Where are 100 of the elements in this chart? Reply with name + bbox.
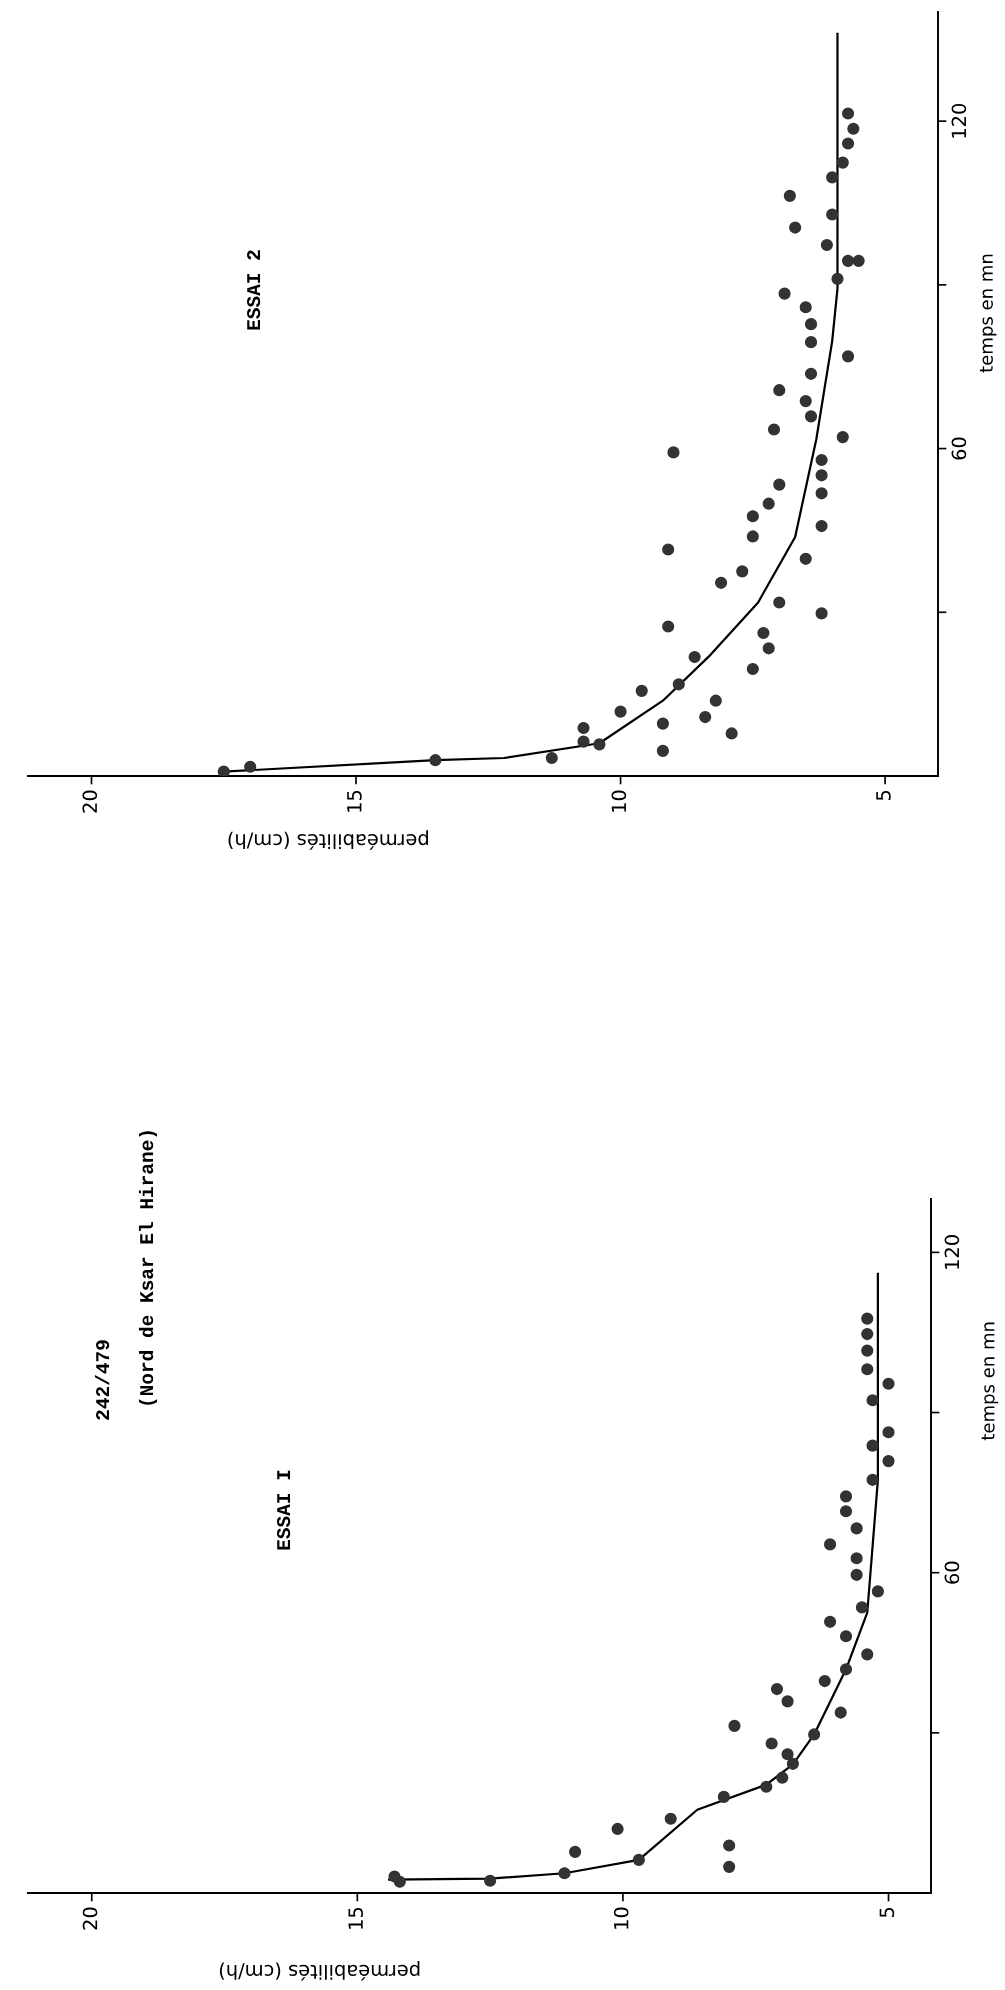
point (746, 662, 759, 676)
text: ESSAI 2 (247, 250, 261, 330)
point (635, 684, 648, 697)
point (834, 1706, 847, 1719)
text: 242/479 (94, 1340, 110, 1420)
point (593, 738, 606, 751)
y-tick-label: 120 (944, 1235, 960, 1269)
annotation: ESSAI I (277, 1470, 291, 1550)
point (839, 1663, 853, 1676)
point (767, 423, 781, 436)
point (808, 1728, 821, 1741)
point (760, 1780, 773, 1793)
point (725, 727, 738, 740)
point (815, 519, 828, 533)
point (656, 717, 669, 730)
x-tick-label: 10 (613, 1907, 629, 1929)
point (882, 1377, 895, 1390)
point (804, 318, 818, 331)
point (217, 765, 230, 776)
point (667, 446, 680, 459)
point (815, 607, 828, 620)
point (577, 721, 590, 735)
point (839, 1630, 853, 1643)
point (882, 1455, 895, 1468)
point (804, 367, 818, 380)
point (723, 1860, 736, 1873)
point (815, 453, 828, 467)
point (866, 1394, 879, 1407)
point (841, 107, 855, 120)
point (762, 642, 775, 655)
point (789, 221, 802, 234)
point (824, 1538, 837, 1551)
point (773, 384, 786, 397)
point (815, 469, 828, 482)
x-axis-title: perméabilités (cm/h) (228, 830, 428, 850)
y-axis-title: temps en mn (981, 1322, 999, 1441)
point (855, 1601, 869, 1614)
point (824, 1615, 837, 1628)
y-tick-label: 60 (944, 1561, 960, 1584)
x-axis-title: perméabilités (cm/h) (219, 1961, 420, 1981)
point (852, 254, 865, 267)
point (778, 287, 791, 300)
point (866, 1439, 879, 1452)
point (699, 710, 712, 724)
point (841, 137, 855, 150)
point (614, 705, 627, 718)
point (611, 1822, 624, 1836)
point (826, 171, 839, 184)
point (783, 189, 796, 202)
point (736, 565, 749, 578)
point (664, 1812, 677, 1825)
point (728, 1719, 741, 1732)
point (786, 1757, 799, 1770)
x-tick-label: 20 (82, 790, 98, 813)
point (818, 1674, 831, 1688)
point (799, 301, 812, 314)
point (746, 510, 759, 523)
point (773, 596, 786, 609)
point (836, 156, 849, 169)
point (558, 1867, 571, 1880)
point (388, 1870, 401, 1883)
point (839, 1490, 853, 1503)
point (861, 1327, 874, 1341)
point (632, 1853, 645, 1866)
point (757, 626, 770, 640)
point (804, 410, 818, 423)
x-tick-label: 15 (347, 790, 362, 812)
point (662, 543, 675, 556)
point (781, 1695, 794, 1708)
point (850, 1552, 863, 1565)
point (820, 238, 833, 252)
point (861, 1363, 874, 1376)
point (861, 1344, 874, 1357)
point (762, 497, 775, 510)
text: (Nord de Ksar El Hirane) (138, 1131, 158, 1405)
point (723, 1839, 736, 1852)
point (836, 431, 849, 444)
x-tick-label: 15 (348, 1907, 363, 1929)
x-tick-label: 10 (611, 790, 627, 812)
y-tick-label: 120 (951, 103, 967, 138)
point (656, 744, 669, 757)
point (672, 678, 685, 691)
point (569, 1845, 582, 1858)
point (746, 530, 759, 543)
point (815, 487, 828, 500)
point (861, 1312, 874, 1325)
point (841, 350, 855, 363)
point (577, 735, 590, 748)
point (717, 1790, 730, 1803)
point (773, 478, 786, 491)
point (429, 754, 442, 767)
point (715, 576, 728, 589)
point (882, 1426, 895, 1439)
x-tick-label: 5 (876, 790, 891, 801)
point (799, 395, 812, 408)
point (826, 208, 839, 221)
point (244, 760, 257, 773)
x-tick-label: 20 (82, 1907, 98, 1930)
point (839, 1505, 853, 1518)
point (781, 1748, 794, 1761)
